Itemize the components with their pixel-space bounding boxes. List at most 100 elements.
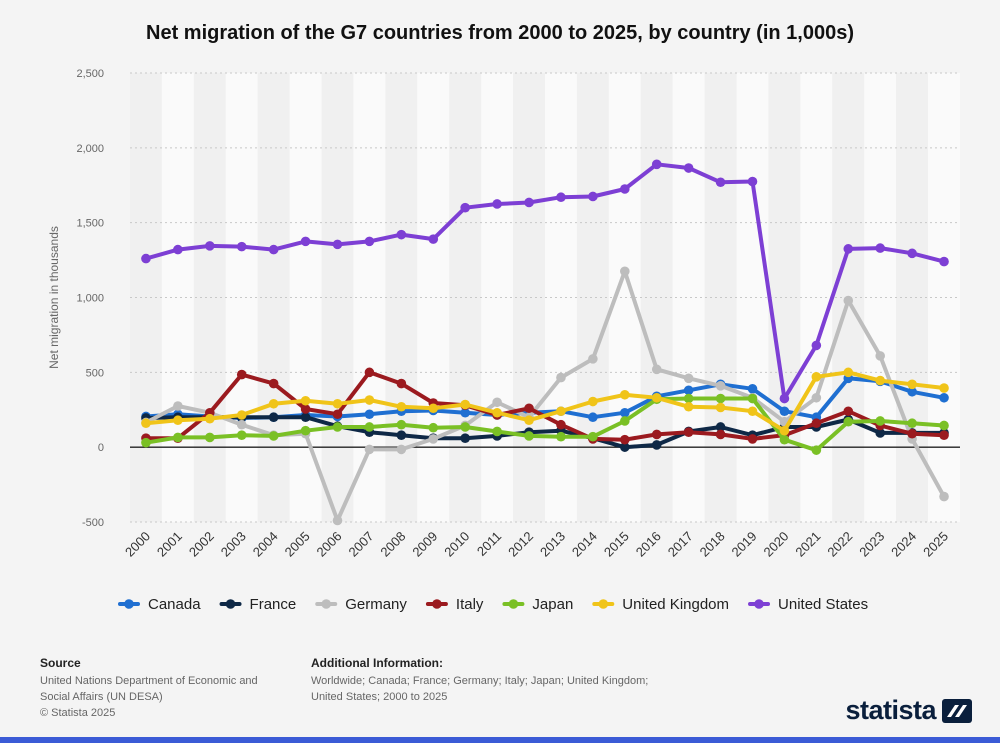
data-point-united-kingdom[interactable]	[141, 418, 151, 429]
data-point-germany[interactable]	[620, 266, 630, 277]
data-point-united-kingdom[interactable]	[588, 396, 598, 407]
data-point-germany[interactable]	[843, 295, 854, 306]
data-point-germany[interactable]	[875, 351, 885, 361]
legend-item-united-kingdom[interactable]: United Kingdom	[592, 596, 729, 613]
data-point-united-states[interactable]	[173, 244, 183, 255]
data-point-japan[interactable]	[268, 431, 279, 441]
data-point-united-states[interactable]	[492, 199, 502, 209]
data-point-united-kingdom[interactable]	[332, 398, 343, 409]
data-point-united-states[interactable]	[556, 192, 566, 203]
data-point-japan[interactable]	[779, 434, 790, 445]
data-point-united-states[interactable]	[907, 248, 917, 259]
data-point-france[interactable]	[300, 412, 311, 423]
data-point-germany[interactable]	[683, 373, 694, 384]
data-point-germany[interactable]	[364, 444, 375, 455]
data-point-japan[interactable]	[620, 416, 630, 426]
legend-item-italy[interactable]: Italy	[425, 596, 484, 613]
data-point-japan[interactable]	[300, 425, 311, 436]
data-point-germany[interactable]	[236, 419, 247, 430]
data-point-united-states[interactable]	[715, 177, 726, 188]
legend-item-germany[interactable]: Germany	[315, 596, 407, 613]
data-point-japan[interactable]	[715, 393, 726, 404]
data-point-canada[interactable]	[364, 409, 375, 420]
data-point-united-kingdom[interactable]	[460, 399, 470, 410]
data-point-germany[interactable]	[492, 397, 502, 408]
data-point-united-kingdom[interactable]	[396, 401, 407, 412]
data-point-united-states[interactable]	[843, 244, 854, 254]
data-point-united-kingdom[interactable]	[747, 406, 758, 417]
data-point-italy[interactable]	[651, 429, 662, 440]
data-point-japan[interactable]	[939, 420, 949, 431]
data-point-germany[interactable]	[715, 381, 726, 391]
data-point-italy[interactable]	[811, 418, 822, 429]
data-point-japan[interactable]	[524, 431, 534, 441]
data-point-germany[interactable]	[428, 434, 439, 444]
data-point-germany[interactable]	[811, 392, 822, 403]
data-point-japan[interactable]	[747, 393, 758, 404]
data-point-united-states[interactable]	[939, 256, 949, 267]
data-point-japan[interactable]	[875, 416, 885, 426]
data-point-japan[interactable]	[332, 422, 343, 432]
data-point-united-kingdom[interactable]	[779, 425, 790, 436]
data-point-united-kingdom[interactable]	[268, 398, 279, 409]
data-point-germany[interactable]	[173, 401, 183, 411]
data-point-japan[interactable]	[556, 431, 566, 442]
data-point-united-states[interactable]	[620, 184, 630, 194]
legend-item-japan[interactable]: Japan	[502, 596, 573, 613]
data-point-united-states[interactable]	[875, 243, 885, 253]
data-point-italy[interactable]	[907, 428, 917, 439]
data-point-united-states[interactable]	[588, 191, 598, 202]
data-point-united-kingdom[interactable]	[811, 372, 822, 382]
data-point-italy[interactable]	[268, 378, 279, 389]
data-point-united-states[interactable]	[460, 202, 470, 213]
data-point-japan[interactable]	[205, 432, 215, 443]
data-point-united-kingdom[interactable]	[236, 410, 247, 420]
data-point-united-states[interactable]	[747, 176, 758, 187]
data-point-germany[interactable]	[556, 372, 566, 383]
data-point-japan[interactable]	[588, 431, 598, 442]
data-point-united-states[interactable]	[779, 393, 790, 404]
data-point-united-states[interactable]	[364, 236, 375, 247]
data-point-united-kingdom[interactable]	[939, 383, 949, 393]
data-point-united-kingdom[interactable]	[300, 395, 311, 406]
data-point-canada[interactable]	[779, 406, 790, 417]
data-point-united-kingdom[interactable]	[843, 367, 854, 378]
data-point-united-kingdom[interactable]	[651, 392, 662, 403]
data-point-canada[interactable]	[683, 385, 694, 396]
data-point-united-states[interactable]	[141, 253, 151, 264]
data-point-france[interactable]	[396, 430, 407, 440]
data-point-italy[interactable]	[396, 378, 407, 389]
legend-item-france[interactable]: France	[219, 596, 297, 613]
data-point-germany[interactable]	[588, 354, 598, 364]
data-point-italy[interactable]	[364, 367, 375, 378]
data-point-italy[interactable]	[939, 430, 949, 440]
data-point-japan[interactable]	[907, 418, 917, 429]
legend-item-canada[interactable]: Canada	[118, 596, 201, 613]
data-point-japan[interactable]	[141, 437, 151, 448]
data-point-united-kingdom[interactable]	[205, 413, 215, 424]
legend-item-united-states[interactable]: United States	[748, 596, 868, 613]
data-point-japan[interactable]	[396, 419, 407, 430]
data-point-united-kingdom[interactable]	[492, 407, 502, 418]
data-point-italy[interactable]	[236, 369, 247, 380]
data-point-united-states[interactable]	[205, 241, 215, 251]
data-point-japan[interactable]	[364, 422, 375, 432]
data-point-united-states[interactable]	[236, 241, 247, 252]
data-point-japan[interactable]	[843, 416, 854, 427]
data-point-italy[interactable]	[556, 419, 566, 430]
data-point-canada[interactable]	[907, 386, 917, 397]
data-point-italy[interactable]	[683, 427, 694, 438]
data-point-italy[interactable]	[332, 409, 343, 420]
data-point-japan[interactable]	[428, 422, 439, 433]
data-point-canada[interactable]	[620, 407, 630, 418]
data-point-france[interactable]	[460, 433, 470, 443]
data-point-united-kingdom[interactable]	[683, 401, 694, 412]
data-point-canada[interactable]	[747, 383, 758, 394]
data-point-united-states[interactable]	[396, 229, 407, 240]
data-point-france[interactable]	[875, 428, 885, 438]
data-point-japan[interactable]	[173, 432, 183, 443]
data-point-france[interactable]	[651, 440, 662, 450]
data-point-italy[interactable]	[524, 403, 534, 414]
data-point-germany[interactable]	[651, 364, 662, 375]
data-point-canada[interactable]	[939, 392, 949, 403]
